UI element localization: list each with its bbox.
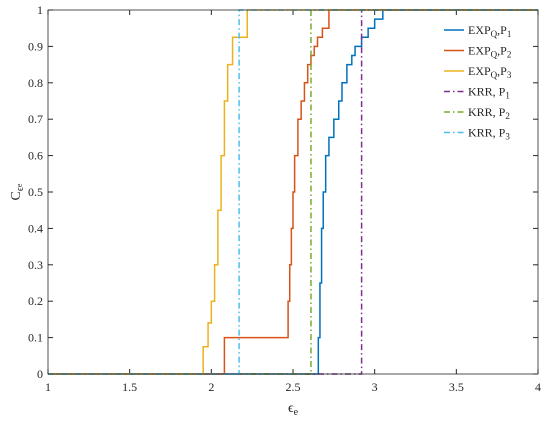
- legend-text-part: KRR, P: [468, 85, 506, 99]
- legend-text-part: 1: [507, 29, 512, 39]
- legend-text-part: 2: [505, 111, 510, 121]
- legend-text-part: ,P: [497, 23, 507, 37]
- y-axis-label-part: ϵ: [15, 187, 26, 191]
- legend-text-part: KRR, P: [468, 126, 506, 140]
- legend-text-part: EXP: [468, 44, 491, 58]
- x-tick-label: 1.5: [122, 380, 137, 394]
- y-tick-label: 0.2: [28, 294, 43, 308]
- y-tick-label: 0.5: [28, 185, 43, 199]
- x-tick-label: 1: [45, 380, 51, 394]
- x-tick-label: 4: [535, 380, 541, 394]
- legend-text-part: Q: [491, 29, 498, 39]
- legend-text-part: EXP: [468, 64, 491, 78]
- legend-text-part: KRR, P: [468, 105, 506, 119]
- y-tick-label: 0: [37, 367, 43, 381]
- legend-text-part: Q: [491, 70, 498, 80]
- y-tick-label: 0.3: [28, 258, 43, 272]
- y-tick-label: 0.4: [28, 221, 43, 235]
- y-tick-label: 0.9: [28, 39, 43, 53]
- legend-text-part: 1: [505, 91, 510, 101]
- legend-text-part: 3: [507, 70, 512, 80]
- x-tick-label: 2.5: [286, 380, 301, 394]
- x-tick-label: 3: [372, 380, 378, 394]
- x-tick-label: 3.5: [449, 380, 464, 394]
- step-line: [48, 9, 538, 375]
- legend-text-part: EXP: [468, 23, 491, 37]
- step-line: [48, 9, 538, 375]
- y-axis-label-part: C: [9, 191, 24, 200]
- y-tick-label: 0.7: [28, 112, 43, 126]
- y-axis-label-part: e: [15, 183, 24, 187]
- legend-label: KRR, P1: [468, 85, 510, 101]
- legend-text-part: 3: [505, 132, 510, 142]
- legend-text-part: Q: [491, 50, 498, 60]
- y-axis-label: Cϵe: [9, 183, 26, 200]
- x-tick-label: 2: [208, 380, 214, 394]
- axes-box: [47, 9, 539, 375]
- legend-text-part: ,P: [497, 64, 507, 78]
- legend-label: EXPQ,P3: [468, 64, 512, 80]
- x-axis-label: ϵe: [288, 401, 299, 418]
- legend-label: EXPQ,P2: [468, 44, 511, 60]
- legend-label: EXPQ,P1: [468, 23, 511, 39]
- legend-label: KRR, P2: [468, 105, 510, 121]
- y-tick-label: 0.1: [28, 331, 43, 345]
- y-tick-label: 0.6: [28, 149, 43, 163]
- y-tick-label: 0.8: [28, 76, 43, 90]
- legend-label: KRR, P3: [468, 126, 510, 142]
- legend-text-part: 2: [507, 50, 512, 60]
- x-axis-label-part: e: [294, 407, 299, 418]
- y-tick-label: 1: [37, 3, 43, 17]
- legend-text-part: ,P: [497, 44, 507, 58]
- step-line: [48, 9, 538, 375]
- x-axis-label-part: ϵ: [288, 401, 294, 416]
